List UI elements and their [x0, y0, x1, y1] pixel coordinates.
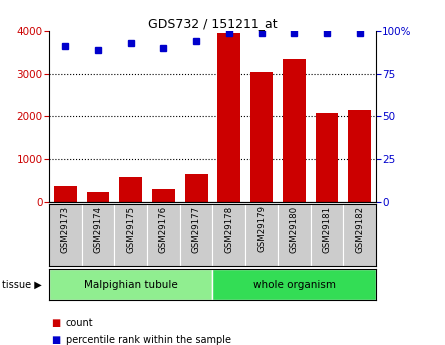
Bar	[213, 269, 376, 300]
Text: GSM29182: GSM29182	[355, 205, 364, 253]
Bar	[283, 59, 306, 202]
Bar	[180, 204, 213, 266]
Text: percentile rank within the sample: percentile rank within the sample	[66, 335, 231, 345]
Text: whole organism: whole organism	[253, 280, 336, 289]
Bar	[316, 113, 338, 202]
Bar	[54, 186, 77, 202]
Bar	[114, 204, 147, 266]
Text: count: count	[66, 318, 93, 327]
Bar	[147, 204, 180, 266]
Title: GDS732 / 151211_at: GDS732 / 151211_at	[148, 17, 277, 30]
Bar	[344, 204, 376, 266]
Bar	[245, 204, 278, 266]
Bar	[87, 193, 109, 202]
Bar	[82, 204, 114, 266]
Text: ■: ■	[51, 335, 61, 345]
Text: ■: ■	[51, 318, 61, 327]
Text: GSM29180: GSM29180	[290, 205, 299, 253]
Bar	[49, 269, 213, 300]
Text: GSM29174: GSM29174	[93, 205, 102, 253]
Bar	[49, 204, 82, 266]
Text: GSM29177: GSM29177	[192, 205, 201, 253]
Bar	[348, 110, 371, 202]
Text: GSM29176: GSM29176	[159, 205, 168, 253]
Text: GSM29179: GSM29179	[257, 205, 266, 253]
Bar	[119, 177, 142, 202]
Bar	[250, 72, 273, 202]
Bar	[152, 189, 175, 202]
Bar	[218, 33, 240, 202]
Text: Malpighian tubule: Malpighian tubule	[84, 280, 178, 289]
Text: GSM29175: GSM29175	[126, 205, 135, 253]
Bar	[311, 204, 344, 266]
Text: tissue ▶: tissue ▶	[2, 280, 42, 289]
Bar	[185, 174, 207, 202]
Bar	[213, 204, 245, 266]
Bar	[278, 204, 311, 266]
Text: GSM29173: GSM29173	[61, 205, 70, 253]
Text: GSM29181: GSM29181	[323, 205, 332, 253]
Text: GSM29178: GSM29178	[224, 205, 233, 253]
